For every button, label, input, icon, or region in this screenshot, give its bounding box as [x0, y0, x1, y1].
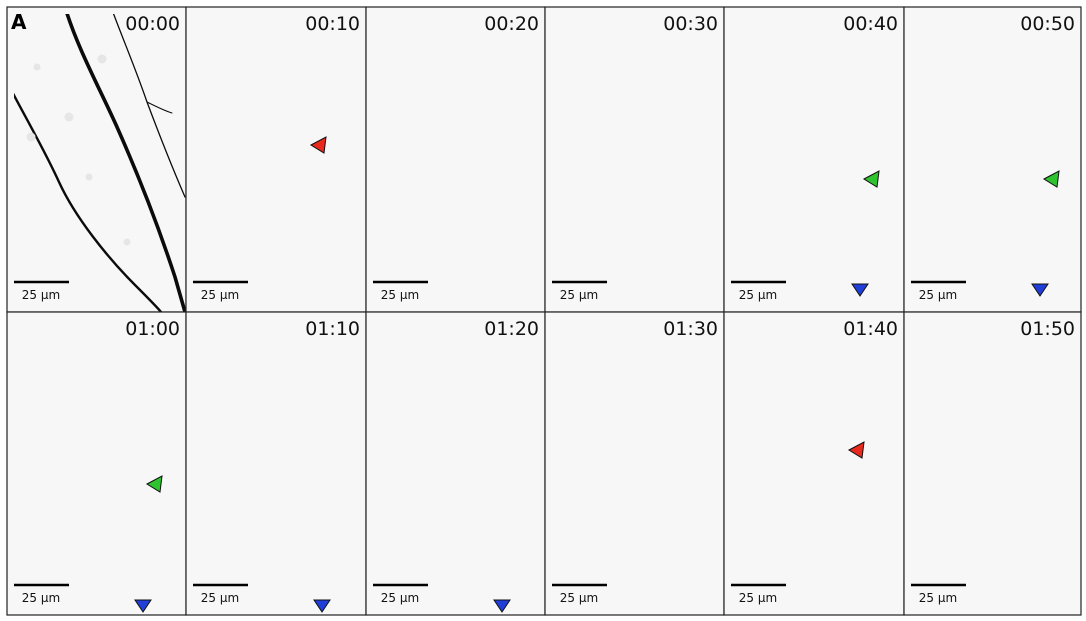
scale-bar-label: 25 µm [381, 591, 419, 605]
frame-panel: 01:20 25 µm [365, 311, 546, 616]
scale-bar-label: 25 µm [22, 288, 60, 302]
background-speckle [33, 63, 41, 71]
frame-background [904, 312, 1081, 615]
scale-bar-label: 25 µm [201, 288, 239, 302]
frame-panel: 00:30 25 µm [544, 6, 725, 313]
background-speckle [64, 112, 74, 122]
green-arrowhead-marker [145, 475, 163, 493]
blue-arrowhead-marker [313, 599, 331, 613]
scale-bar-label: 25 µm [739, 591, 777, 605]
frame-panel: 01:40 25 µm [723, 311, 905, 616]
scale-bar-label: 25 µm [201, 591, 239, 605]
blue-arrowhead-marker [1031, 283, 1049, 297]
scale-bar-label: 25 µm [381, 288, 419, 302]
frame-panel: 01:00 25 µm [6, 311, 187, 616]
frame-panel: 01:50 25 µm [903, 311, 1082, 616]
scale-bar-label: 25 µm [560, 591, 598, 605]
frame-background [7, 312, 186, 615]
frame-timestamp: 01:00 [125, 318, 180, 340]
green-arrowhead-marker [1042, 170, 1060, 188]
filament-line [65, 14, 187, 314]
frame-background [545, 312, 724, 615]
frame-timestamp: 00:50 [1020, 13, 1075, 35]
frame-panel: 00:20 25 µm [365, 6, 546, 313]
frame-background [366, 7, 545, 312]
background-speckle [85, 173, 93, 181]
red-arrowhead-marker [847, 441, 865, 459]
frame-background [366, 312, 545, 615]
frame-panel: 01:30 25 µm [544, 311, 725, 616]
background-speckle [123, 238, 131, 246]
frame-border [903, 311, 1082, 616]
scale-bar-label: 25 µm [919, 591, 957, 605]
frame-panel: 00:10 25 µm [185, 6, 367, 313]
frame-timestamp: 00:00 [125, 13, 180, 35]
frame-background [724, 7, 904, 312]
background-speckle [97, 54, 107, 64]
frame-timestamp: 01:10 [305, 318, 360, 340]
frame-background [186, 312, 366, 615]
frame-timestamp: 01:40 [843, 318, 898, 340]
blue-arrowhead-marker [851, 283, 869, 297]
filament-group [14, 14, 187, 314]
frame-panel: 00:50 25 µm [903, 6, 1082, 313]
frame-timestamp: 01:30 [663, 318, 718, 340]
green-arrowhead-marker [862, 170, 880, 188]
scale-bar-label: 25 µm [22, 591, 60, 605]
frame-background [186, 7, 366, 312]
frame-timestamp: 00:10 [305, 13, 360, 35]
background-speckle [26, 132, 36, 142]
scale-bar-label: 25 µm [560, 288, 598, 302]
blue-arrowhead-marker [134, 599, 152, 613]
frame-timestamp: 01:50 [1020, 318, 1075, 340]
frame-panel: 00:00 25 µm [6, 6, 187, 314]
frame-timestamp: 00:30 [663, 13, 718, 35]
filament-line [14, 92, 163, 314]
frame-background [545, 7, 724, 312]
red-arrowhead-marker [309, 136, 327, 154]
frame-timestamp: 00:40 [843, 13, 898, 35]
blue-arrowhead-marker [493, 599, 511, 613]
frame-panel: 00:40 25 µm [723, 6, 905, 313]
frame-background [724, 312, 904, 615]
frame-timestamp: 00:20 [484, 13, 539, 35]
filament-line [146, 101, 173, 114]
frame-background [904, 7, 1081, 312]
frame-panel: 01:10 25 µm [185, 311, 367, 616]
scale-bar-label: 25 µm [739, 288, 777, 302]
frame-background [7, 7, 186, 312]
frame-timestamp: 01:20 [484, 318, 539, 340]
scale-bar-label: 25 µm [919, 288, 957, 302]
panel-label: A [11, 10, 27, 34]
